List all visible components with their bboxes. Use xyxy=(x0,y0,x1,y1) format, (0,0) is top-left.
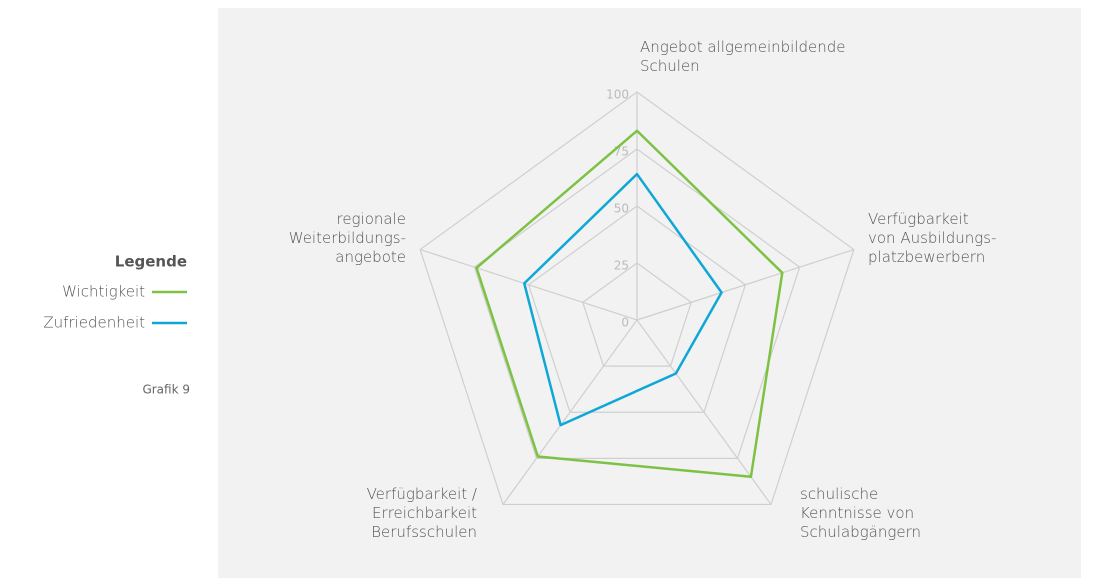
grid-spoke xyxy=(636,319,772,505)
note: Grafik 9 xyxy=(142,383,190,397)
series-line xyxy=(475,129,784,479)
grid-ring xyxy=(527,205,747,413)
grid-spoke xyxy=(636,248,855,321)
grid-ring xyxy=(419,91,855,506)
legend-label: Zufriedenheit xyxy=(43,314,145,332)
axis-label: Angebot allgemeinbildende Schulen xyxy=(640,38,846,75)
axis-label: schulische Kenntnisse von Schulabgängern xyxy=(800,485,922,541)
plot-background xyxy=(218,8,1081,578)
legend-label: Wichtigkeit xyxy=(62,283,145,301)
grid-ring xyxy=(582,262,692,367)
y-tick-label: 75 xyxy=(614,145,629,159)
series-line xyxy=(522,172,723,427)
y-tick-label: 50 xyxy=(614,202,629,216)
legend-title: Legende xyxy=(115,253,187,271)
grid-spoke xyxy=(502,319,638,505)
y-tick-label: 25 xyxy=(614,259,629,273)
axis-label: Verfügbarkeit von Ausbildungs- platzbewe… xyxy=(868,210,997,266)
grid-spoke xyxy=(419,248,638,321)
axis-label: regionale Weiterbildungs- angebote xyxy=(288,210,406,266)
axis-label: Verfügbarkeit / Erreichbarkeit Berufssch… xyxy=(366,485,477,541)
y-tick-label: 0 xyxy=(621,316,629,330)
y-tick-label: 100 xyxy=(606,88,629,102)
